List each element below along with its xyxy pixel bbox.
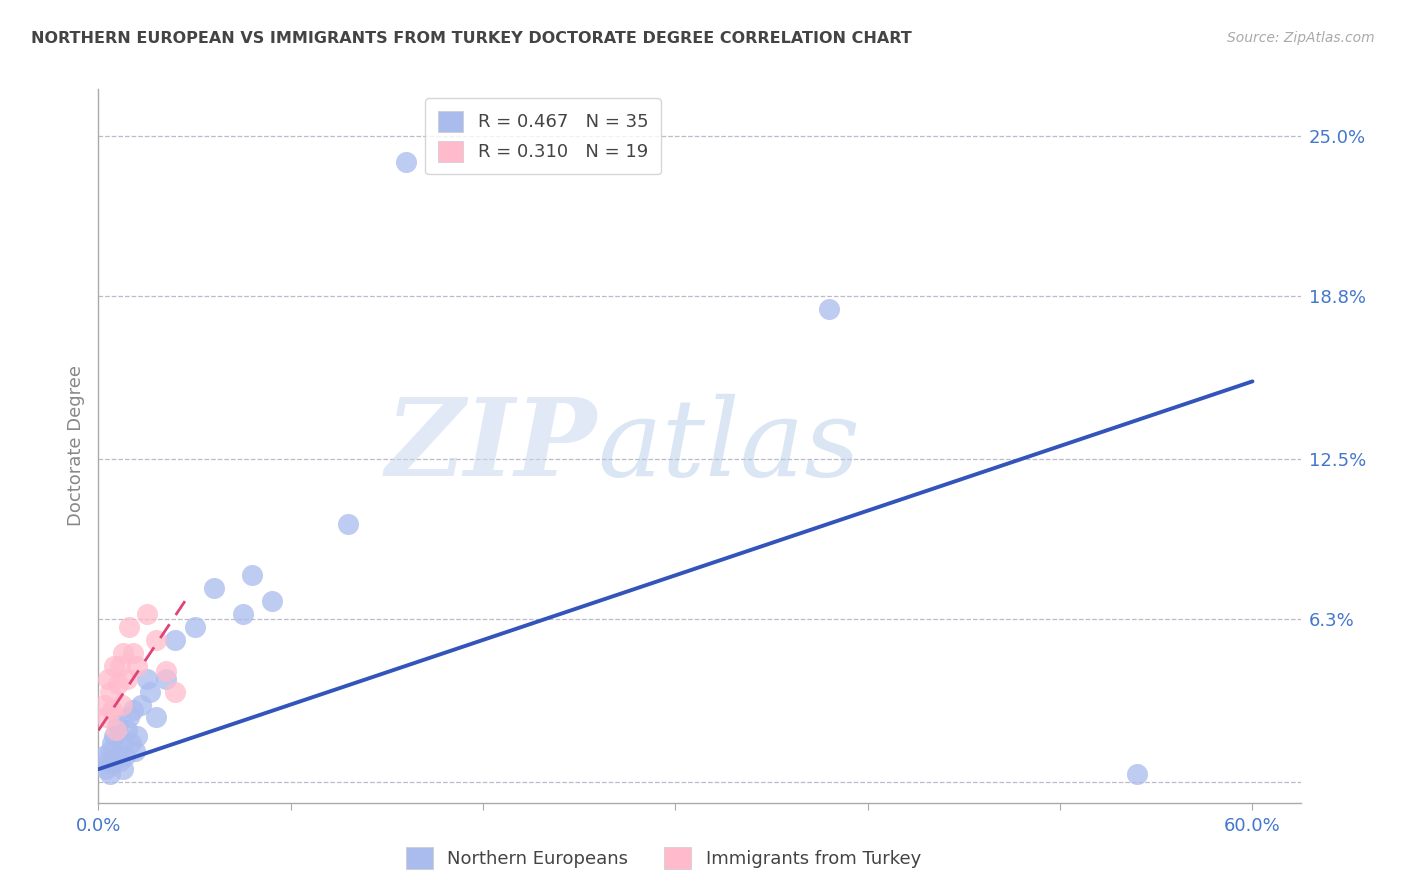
Point bbox=[108, 755, 131, 769]
Point bbox=[114, 749, 136, 764]
Point bbox=[94, 762, 117, 776]
Text: Source: ZipAtlas.com: Source: ZipAtlas.com bbox=[1227, 31, 1375, 45]
Point bbox=[240, 568, 263, 582]
Point bbox=[97, 755, 120, 769]
Point bbox=[122, 703, 145, 717]
Point bbox=[112, 762, 135, 776]
Point bbox=[260, 594, 283, 608]
Point bbox=[107, 677, 129, 691]
Y-axis label: Doctorate Degree: Doctorate Degree bbox=[66, 366, 84, 526]
Point bbox=[120, 736, 142, 750]
Point bbox=[165, 684, 187, 698]
Point bbox=[93, 698, 115, 712]
Point bbox=[117, 672, 139, 686]
Point bbox=[103, 729, 125, 743]
Point bbox=[155, 672, 177, 686]
Point bbox=[124, 744, 146, 758]
Point bbox=[165, 632, 187, 647]
Point bbox=[112, 646, 135, 660]
Point bbox=[110, 736, 132, 750]
Point bbox=[139, 684, 162, 698]
Point bbox=[125, 658, 148, 673]
Point bbox=[135, 607, 157, 621]
Legend: Northern Europeans, Immigrants from Turkey: Northern Europeans, Immigrants from Turk… bbox=[398, 839, 928, 876]
Point bbox=[135, 672, 157, 686]
Point bbox=[98, 744, 121, 758]
Text: NORTHERN EUROPEAN VS IMMIGRANTS FROM TURKEY DOCTORATE DEGREE CORRELATION CHART: NORTHERN EUROPEAN VS IMMIGRANTS FROM TUR… bbox=[31, 31, 911, 46]
Point bbox=[101, 736, 124, 750]
Point bbox=[97, 672, 120, 686]
Text: ZIP: ZIP bbox=[385, 393, 598, 499]
Point bbox=[110, 698, 132, 712]
Point bbox=[232, 607, 254, 621]
Point bbox=[94, 710, 117, 724]
Point bbox=[118, 620, 141, 634]
Point bbox=[101, 703, 124, 717]
Point bbox=[155, 664, 177, 678]
Point bbox=[202, 581, 225, 595]
Point bbox=[145, 632, 167, 647]
Point bbox=[103, 658, 125, 673]
Point bbox=[117, 723, 139, 738]
Point bbox=[395, 154, 418, 169]
Text: atlas: atlas bbox=[598, 393, 860, 499]
Point bbox=[108, 658, 131, 673]
Point bbox=[98, 684, 121, 698]
Point bbox=[101, 757, 124, 772]
Point bbox=[818, 301, 841, 316]
Point bbox=[183, 620, 205, 634]
Point bbox=[125, 729, 148, 743]
Point bbox=[1126, 767, 1149, 781]
Point bbox=[107, 718, 129, 732]
Point bbox=[98, 767, 121, 781]
Point bbox=[129, 698, 152, 712]
Point bbox=[145, 710, 167, 724]
Point bbox=[337, 516, 360, 531]
Point bbox=[118, 710, 141, 724]
Point bbox=[122, 646, 145, 660]
Point bbox=[104, 723, 127, 738]
Point bbox=[93, 749, 115, 764]
Point bbox=[104, 749, 127, 764]
